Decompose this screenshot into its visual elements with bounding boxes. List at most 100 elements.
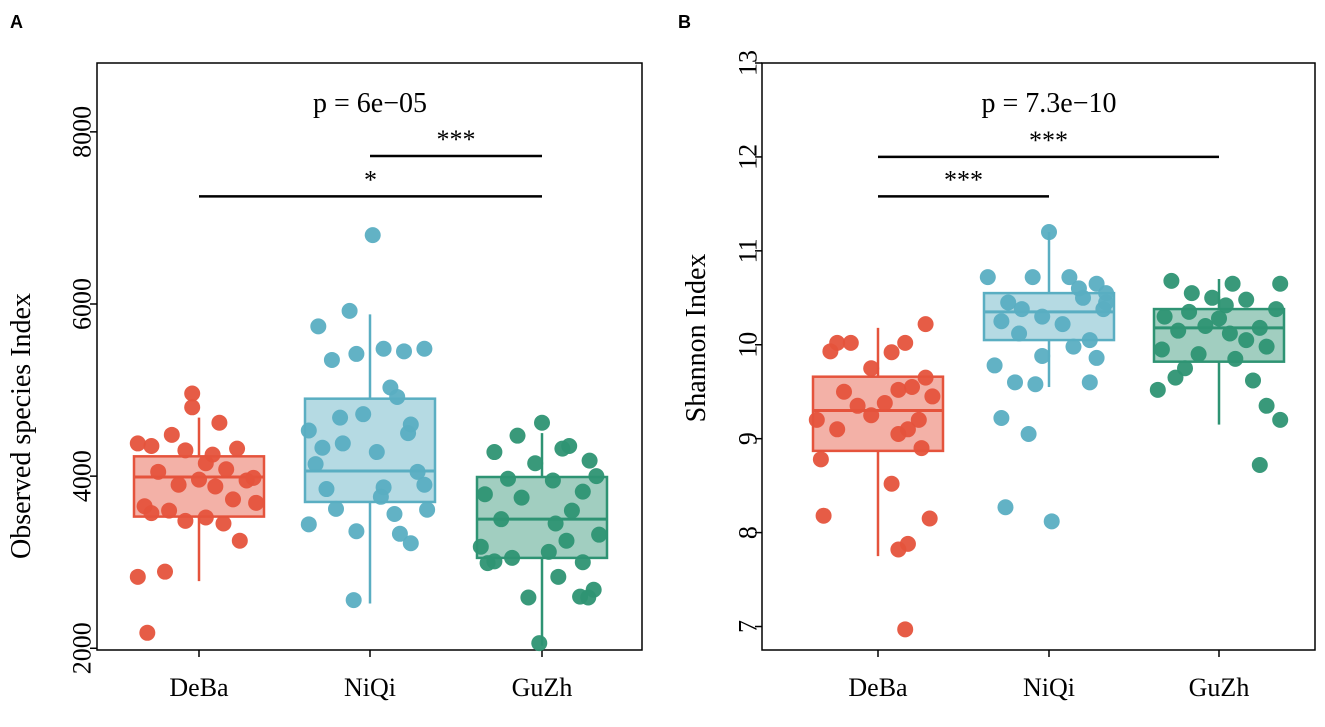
data-point: [1013, 301, 1030, 318]
data-point: [1034, 308, 1051, 325]
data-point: [229, 440, 246, 457]
y-tick-label: 7: [734, 620, 763, 633]
data-point: [184, 385, 201, 402]
data-point: [509, 427, 526, 444]
data-point: [323, 351, 340, 368]
data-point: [1268, 301, 1285, 318]
data-point: [161, 502, 178, 519]
data-point: [822, 343, 839, 360]
data-point: [924, 388, 941, 405]
y-axis-title: Shannon Index: [681, 254, 712, 423]
data-point: [1088, 349, 1105, 366]
data-point: [129, 435, 146, 452]
data-point: [1054, 316, 1071, 333]
data-point: [345, 592, 362, 609]
data-point: [472, 538, 489, 555]
data-point: [1024, 269, 1041, 286]
data-point: [1027, 376, 1044, 393]
data-point: [829, 421, 846, 438]
data-point: [218, 461, 235, 478]
data-point: [534, 414, 550, 431]
data-point: [1190, 346, 1207, 363]
data-point: [1156, 308, 1173, 325]
data-point: [215, 515, 232, 532]
data-point: [348, 523, 365, 540]
data-point: [1181, 303, 1198, 320]
y-axis-title: Observed species Index: [6, 293, 37, 559]
data-point: [375, 340, 392, 357]
panel-a: A 2000 4000 6000 8000 DeBa NiQi GuZh p = 6e−05 *…: [6, 12, 643, 702]
x-tick-label: DeBa: [848, 673, 908, 702]
data-point: [402, 535, 419, 552]
data-point: [1149, 381, 1166, 398]
data-point: [527, 455, 544, 472]
data-point: [1041, 224, 1057, 241]
data-point: [883, 475, 900, 492]
data-point: [225, 491, 241, 508]
data-point: [386, 506, 403, 523]
data-point: [1272, 275, 1289, 292]
data-point: [1007, 374, 1023, 391]
x-tick-label: NiQi: [1023, 673, 1075, 702]
y-tick-label: 2000: [68, 622, 97, 674]
y-tick-label: 8000: [68, 106, 97, 158]
p-value-label: p = 6e−05: [313, 88, 427, 119]
data-point: [554, 440, 571, 457]
data-point: [396, 343, 412, 360]
data-point: [1224, 275, 1241, 292]
data-point: [897, 621, 914, 638]
y-tick-label: 11: [734, 238, 763, 263]
y-tick-label: 6000: [68, 278, 97, 330]
data-point: [307, 456, 324, 473]
data-point: [207, 478, 224, 495]
data-point: [211, 414, 228, 431]
data-point: [139, 624, 156, 641]
data-point: [849, 397, 866, 414]
data-point: [513, 489, 530, 506]
data-point: [913, 440, 930, 457]
data-point: [314, 439, 331, 456]
data-point: [1211, 310, 1227, 327]
data-point: [1061, 269, 1078, 286]
data-point: [334, 435, 351, 452]
data-point: [1167, 369, 1184, 386]
data-point: [993, 410, 1010, 427]
data-point: [917, 369, 934, 386]
data-point: [348, 345, 365, 362]
data-point: [389, 388, 406, 405]
p-value-label: p = 7.3e−10: [981, 88, 1116, 119]
data-point: [547, 515, 564, 532]
y-tick-label: 9: [734, 432, 763, 445]
data-point: [1197, 317, 1214, 334]
data-point: [544, 472, 561, 489]
data-point: [890, 381, 907, 398]
data-point: [157, 563, 173, 580]
data-point: [899, 421, 916, 438]
data-point: [921, 510, 938, 527]
data-point: [863, 360, 880, 377]
data-point: [368, 444, 385, 461]
data-point: [1081, 332, 1098, 349]
data-point: [1238, 332, 1255, 349]
data-point: [1272, 411, 1289, 428]
data-point: [580, 589, 597, 606]
data-point: [574, 554, 591, 571]
data-point: [310, 318, 327, 335]
x-tick-label: GuZh: [512, 673, 573, 702]
data-point: [1070, 280, 1087, 297]
x-tick-label: NiQi: [344, 673, 396, 702]
data-point: [1043, 513, 1060, 530]
data-point: [1081, 374, 1098, 391]
data-point: [808, 411, 825, 428]
data-point: [177, 442, 194, 459]
data-point: [883, 344, 900, 361]
data-point: [1238, 291, 1255, 308]
data-point: [1245, 372, 1261, 389]
data-point: [150, 463, 167, 480]
data-point: [910, 411, 927, 428]
y-tick-label: 13: [734, 50, 763, 76]
data-point: [300, 516, 317, 533]
data-point: [143, 438, 160, 455]
data-point: [364, 227, 381, 244]
